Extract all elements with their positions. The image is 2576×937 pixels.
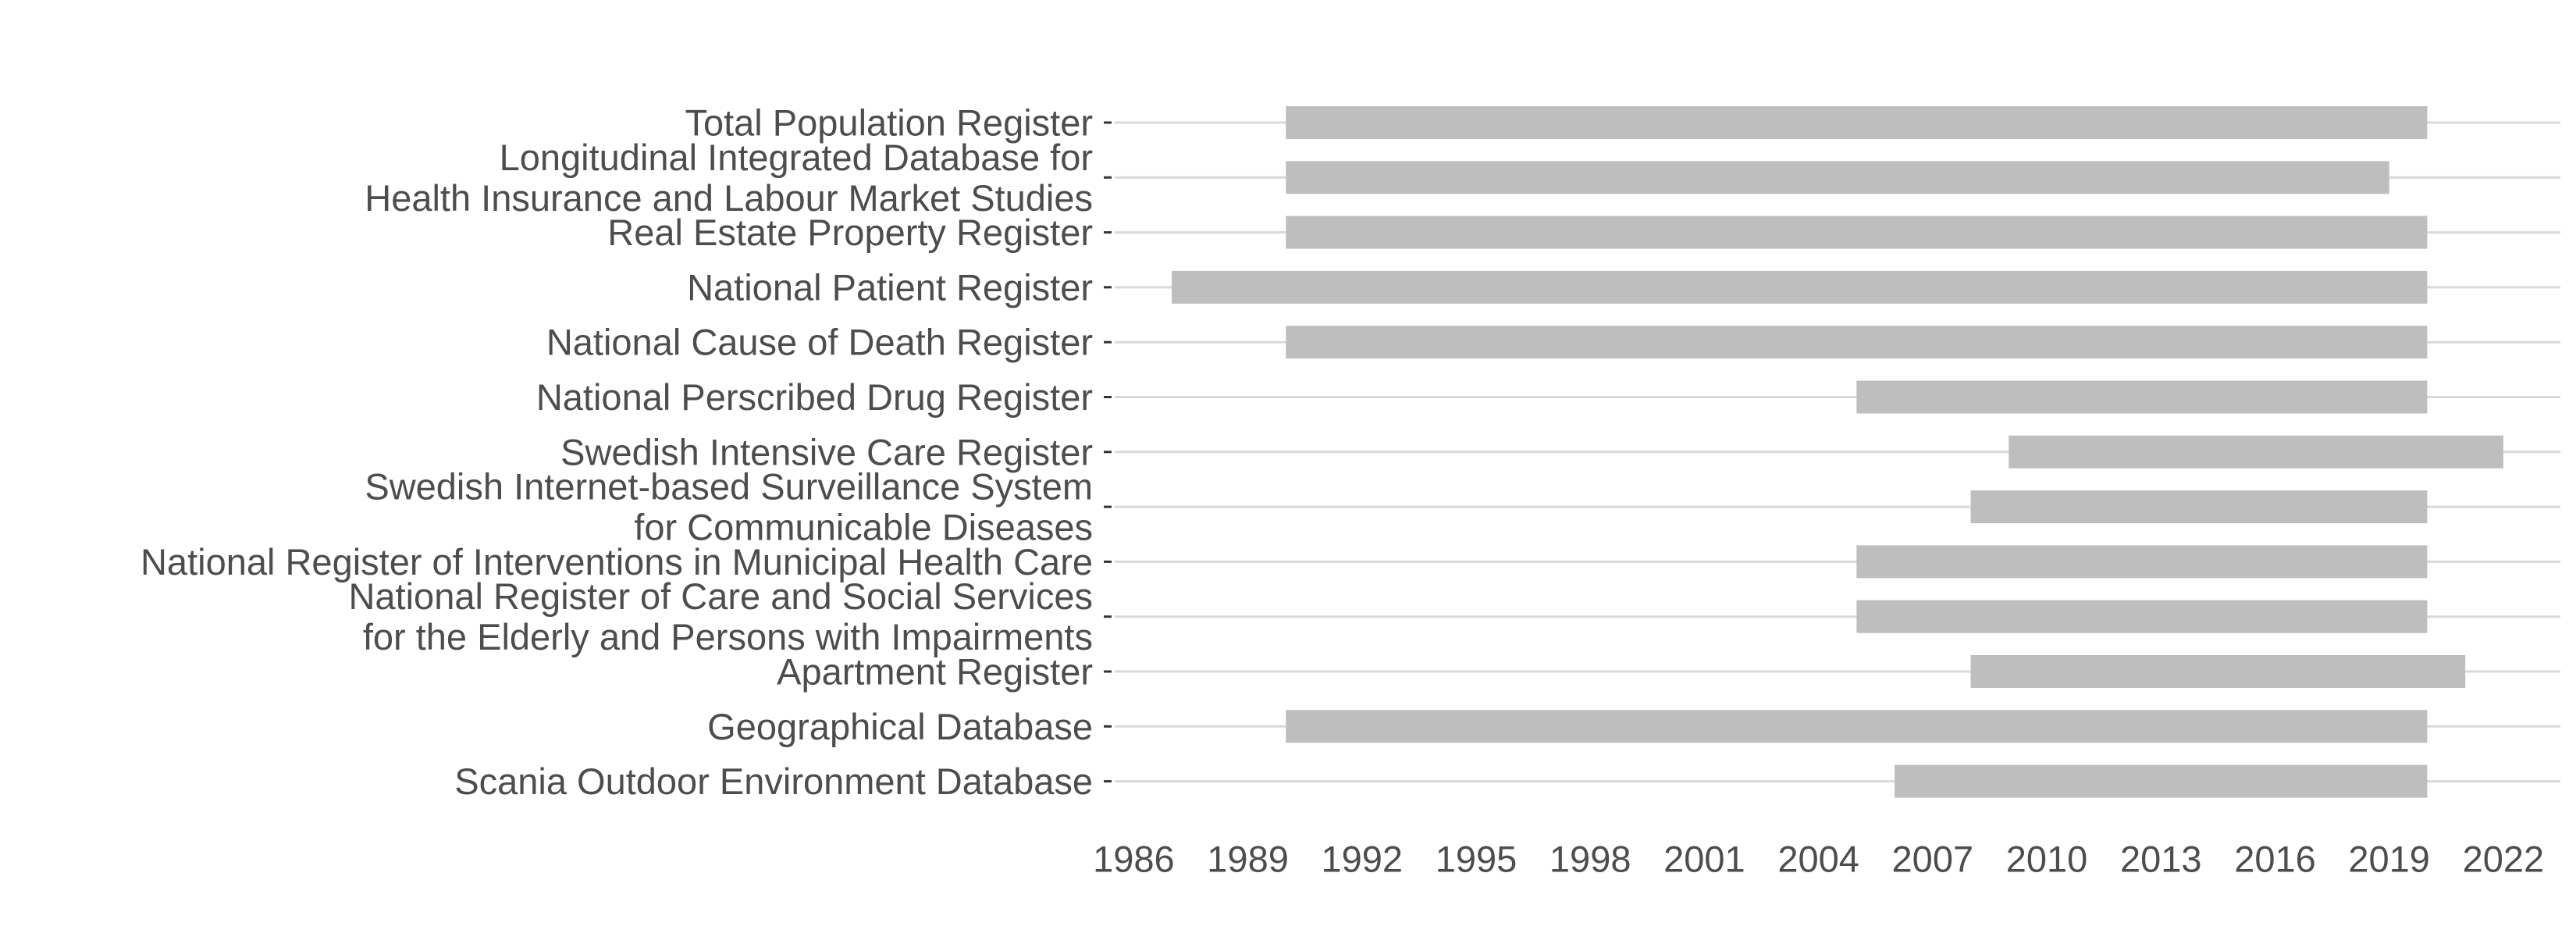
category-label: Swedish Intensive Care Register: [560, 431, 1093, 472]
x-tick-label: 1995: [1436, 839, 1517, 880]
x-axis-tick-labels: 1986 1989 1992 1995 1998 2001 2004 2007 2010 2013…: [1093, 839, 2544, 880]
timeline-bar: [1895, 764, 2428, 798]
bar-layer: [1172, 106, 2503, 798]
category-label: Health Insurance and Labour Market Studi…: [365, 177, 1093, 219]
category-label: National Patient Register: [687, 266, 1093, 308]
category-label: Swedish Internet-based Surveillance Syst…: [365, 466, 1093, 508]
timeline-bar: [1856, 600, 2428, 633]
category-label: for Communicable Diseases: [634, 507, 1093, 548]
timeline-bar: [1286, 326, 2428, 359]
timeline-bar: [1970, 655, 2466, 688]
timeline-bar: [2008, 435, 2503, 468]
x-tick-label: 2007: [1892, 839, 1974, 880]
x-tick-label: 2019: [2348, 839, 2430, 880]
category-label: Total Population Register: [685, 102, 1093, 144]
x-tick-label: 2001: [1663, 839, 1745, 880]
timeline-bar: [1286, 216, 2428, 249]
timeline-bar: [1286, 161, 2389, 194]
category-label: for the Elderly and Persons with Impairm…: [363, 616, 1093, 657]
category-label: Real Estate Property Register: [607, 212, 1093, 253]
x-tick-label: 1998: [1550, 839, 1631, 880]
x-tick-label: 2004: [1777, 839, 1859, 880]
timeline-bar: [1286, 710, 2428, 743]
x-tick-label: 2022: [2463, 839, 2545, 880]
category-label: National Register of Care and Social Ser…: [348, 575, 1093, 617]
y-axis-ticks: [1104, 121, 1112, 783]
category-label: Geographical Database: [707, 706, 1093, 747]
category-label: Scania Outdoor Environment Database: [454, 761, 1093, 802]
x-tick-label: 2016: [2234, 839, 2316, 880]
timeline-bar: [1856, 380, 2428, 414]
timeline-bar: [1856, 545, 2428, 579]
category-label: National Cause of Death Register: [546, 322, 1093, 363]
x-tick-label: 1989: [1207, 839, 1289, 880]
timeline-bar: [1970, 490, 2428, 524]
timeline-bar: [1172, 270, 2428, 304]
category-label: Longitudinal Integrated Database for: [500, 137, 1093, 178]
category-label: Apartment Register: [777, 651, 1093, 693]
x-tick-label: 1992: [1322, 839, 1404, 880]
x-tick-label: 2010: [2006, 839, 2088, 880]
timeline-bar: [1286, 106, 2428, 139]
category-label: National Register of Interventions in Mu…: [141, 541, 1093, 583]
x-tick-label: 2013: [2120, 839, 2202, 880]
x-tick-label: 1986: [1093, 839, 1175, 880]
category-label: National Perscribed Drug Register: [536, 376, 1093, 418]
